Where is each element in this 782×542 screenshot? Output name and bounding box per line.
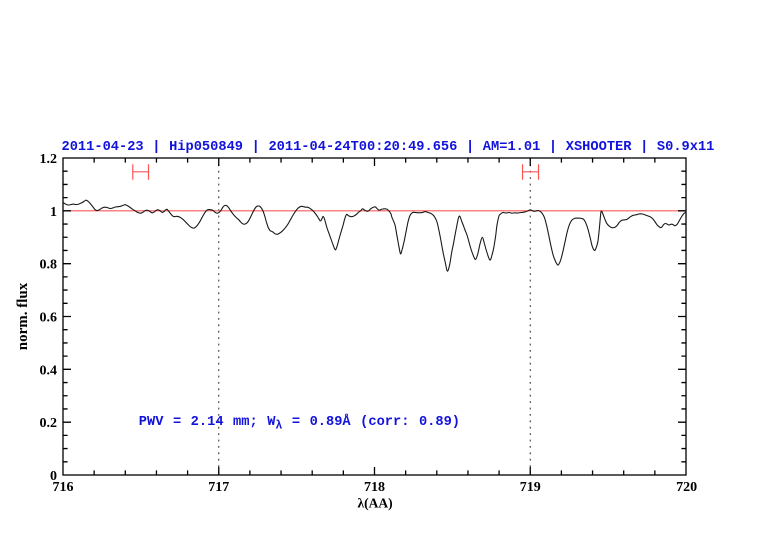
svg-text:λ(AA): λ(AA) bbox=[357, 496, 392, 511]
svg-text:0.6: 0.6 bbox=[40, 311, 58, 326]
svg-text:norm. flux: norm. flux bbox=[15, 282, 31, 350]
svg-text:2011-04-23 | Hip050849 | 2011-: 2011-04-23 | Hip050849 | 2011-04-24T00:2… bbox=[62, 140, 715, 155]
svg-text:0.8: 0.8 bbox=[40, 258, 58, 273]
svg-text:0: 0 bbox=[50, 469, 57, 484]
svg-text:1: 1 bbox=[50, 205, 57, 220]
svg-text:0.2: 0.2 bbox=[40, 416, 58, 431]
svg-text:717: 717 bbox=[208, 480, 229, 495]
svg-text:719: 719 bbox=[520, 480, 541, 495]
svg-text:0.4: 0.4 bbox=[40, 363, 58, 378]
svg-text:720: 720 bbox=[676, 480, 697, 495]
svg-text:PWV = 2.14 mm; Wλ = 0.89Å (cor: PWV = 2.14 mm; Wλ = 0.89Å (corr: 0.89) bbox=[139, 414, 460, 432]
svg-text:1.2: 1.2 bbox=[40, 152, 58, 167]
svg-text:718: 718 bbox=[364, 480, 385, 495]
svg-text:716: 716 bbox=[53, 480, 74, 495]
